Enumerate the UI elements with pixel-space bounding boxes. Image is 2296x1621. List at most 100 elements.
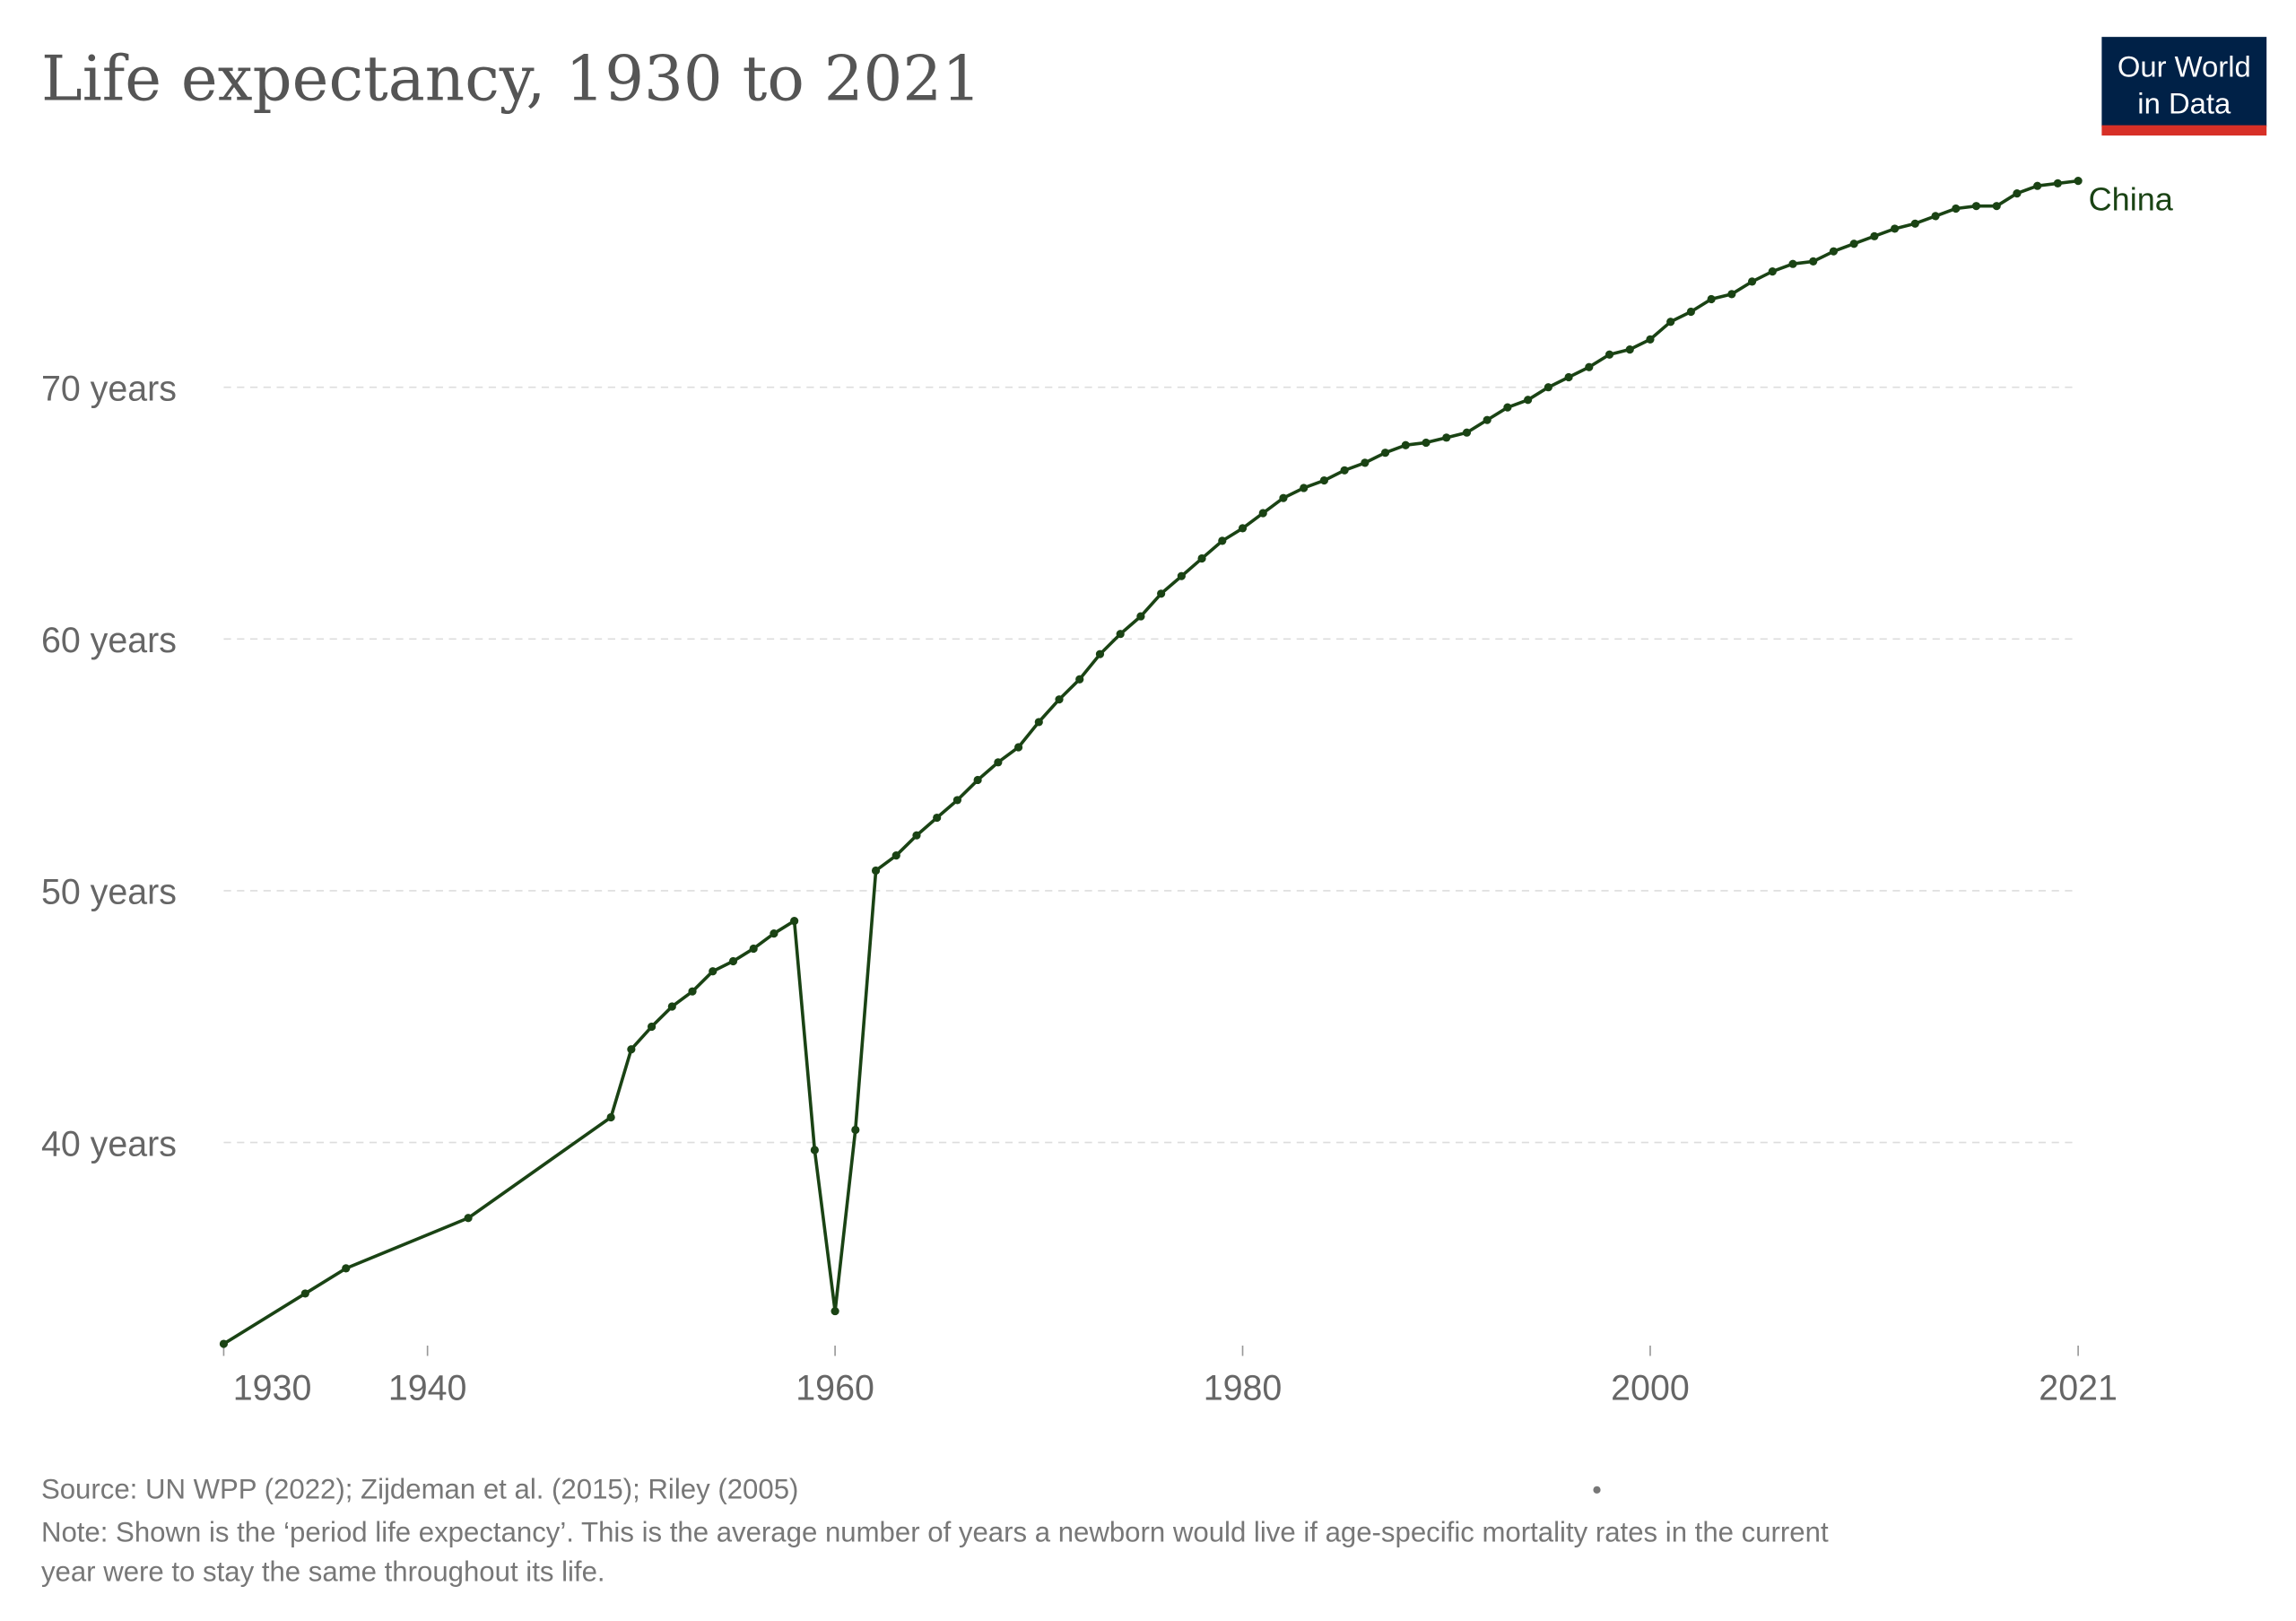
data-point[interactable]: [1361, 458, 1370, 467]
y-axis: 40 years 50 years 60 years 70 years: [41, 369, 177, 1163]
x-tick-label: 1960: [796, 1369, 874, 1408]
data-point[interactable]: [2013, 189, 2022, 198]
data-point[interactable]: [1258, 509, 1267, 518]
data-point[interactable]: [933, 813, 942, 823]
data-point[interactable]: [1055, 695, 1064, 704]
data-point[interactable]: [891, 851, 900, 860]
note-line-2: year were to stay the same throughout it…: [41, 1556, 605, 1588]
data-point[interactable]: [1605, 350, 1614, 359]
data-point[interactable]: [1157, 589, 1166, 598]
grid: [223, 386, 2077, 1144]
data-point[interactable]: [709, 967, 718, 976]
x-tick-label: 1940: [388, 1369, 467, 1408]
data-point[interactable]: [1095, 649, 1105, 658]
series-china[interactable]: China: [219, 177, 2174, 1348]
data-point[interactable]: [1177, 571, 1186, 580]
source-text: Source: UN WPP (2022); Zijdeman et al. (…: [41, 1474, 798, 1505]
data-point[interactable]: [1462, 428, 1472, 437]
data-point[interactable]: [1422, 438, 1431, 448]
logo-background: [2101, 37, 2267, 127]
data-point[interactable]: [1646, 335, 1655, 344]
note-line-1: Note: Shown is the ‘period life expectan…: [41, 1516, 1829, 1547]
data-point[interactable]: [2033, 181, 2042, 190]
x-axis: 1930 1940 1960 1980 2000 2021: [222, 1346, 2118, 1408]
data-point[interactable]: [1788, 259, 1797, 268]
data-point[interactable]: [1544, 383, 1552, 392]
data-point[interactable]: [1971, 202, 1981, 211]
data-point[interactable]: [1910, 219, 1919, 228]
data-point[interactable]: [1625, 345, 1634, 354]
data-point[interactable]: [1136, 612, 1145, 621]
data-point[interactable]: [1849, 240, 1858, 248]
data-point[interactable]: [1013, 743, 1023, 752]
data-point[interactable]: [810, 1146, 819, 1155]
data-point[interactable]: [1524, 396, 1533, 405]
data-point[interactable]: [1197, 553, 1206, 563]
data-point[interactable]: [1340, 466, 1349, 475]
data-point[interactable]: [1116, 630, 1125, 639]
logo-line1: Our World: [2118, 49, 2251, 83]
data-point[interactable]: [851, 1125, 860, 1135]
data-point[interactable]: [1442, 433, 1451, 442]
data-point[interactable]: [749, 944, 758, 954]
series-label: China: [2089, 180, 2174, 217]
data-point[interactable]: [1809, 257, 1818, 266]
data-point[interactable]: [219, 1339, 229, 1348]
data-point[interactable]: [2074, 177, 2083, 186]
footer-dot: [1593, 1486, 1601, 1494]
data-point[interactable]: [300, 1289, 309, 1298]
data-point[interactable]: [728, 956, 738, 966]
data-point[interactable]: [2053, 179, 2062, 188]
data-point[interactable]: [831, 1306, 839, 1316]
data-point[interactable]: [1034, 718, 1043, 727]
data-point[interactable]: [912, 831, 921, 840]
data-point[interactable]: [973, 775, 982, 785]
x-tick-label: 2000: [1611, 1369, 1690, 1408]
data-point[interactable]: [1564, 372, 1573, 382]
data-point[interactable]: [1768, 267, 1777, 276]
data-point[interactable]: [1747, 277, 1757, 286]
data-point[interactable]: [1300, 484, 1309, 492]
data-point[interactable]: [770, 929, 778, 938]
y-tick-label: 60 years: [41, 621, 177, 660]
data-point[interactable]: [994, 758, 1003, 767]
data-point[interactable]: [1666, 318, 1675, 327]
data-point[interactable]: [1585, 362, 1594, 371]
data-point[interactable]: [1686, 307, 1695, 317]
data-point[interactable]: [342, 1264, 351, 1273]
data-point[interactable]: [1380, 449, 1390, 458]
data-point[interactable]: [667, 1002, 676, 1011]
data-point[interactable]: [1238, 524, 1248, 533]
data-point[interactable]: [1075, 675, 1084, 684]
data-point[interactable]: [1727, 290, 1736, 299]
data-point[interactable]: [1891, 224, 1900, 233]
data-point[interactable]: [1707, 294, 1716, 304]
data-point[interactable]: [952, 796, 962, 805]
data-point[interactable]: [464, 1214, 473, 1223]
data-point[interactable]: [1870, 231, 1879, 240]
data-point[interactable]: [871, 866, 881, 876]
data-point[interactable]: [1483, 415, 1492, 424]
logo-line2: in Data: [2137, 86, 2231, 119]
data-point[interactable]: [1952, 204, 1961, 214]
data-point[interactable]: [1829, 247, 1839, 256]
data-point[interactable]: [647, 1022, 657, 1032]
chart-title: Life expectancy, 1930 to 2021: [41, 44, 981, 116]
data-point[interactable]: [1218, 536, 1227, 545]
y-tick-label: 50 years: [41, 873, 177, 912]
data-point[interactable]: [790, 917, 799, 926]
owid-logo[interactable]: Our World in Data: [2101, 37, 2267, 136]
data-point[interactable]: [1319, 475, 1328, 485]
data-point[interactable]: [1503, 403, 1512, 412]
data-point[interactable]: [688, 987, 697, 996]
data-point[interactable]: [1401, 440, 1410, 449]
y-tick-label: 70 years: [41, 369, 177, 408]
data-point[interactable]: [1992, 202, 2001, 211]
data-point[interactable]: [627, 1045, 636, 1054]
x-tick-label: 1930: [233, 1369, 312, 1408]
data-point[interactable]: [1279, 493, 1288, 502]
data-point[interactable]: [606, 1112, 615, 1122]
x-tick-label: 1980: [1204, 1369, 1283, 1408]
data-point[interactable]: [1931, 212, 1940, 221]
